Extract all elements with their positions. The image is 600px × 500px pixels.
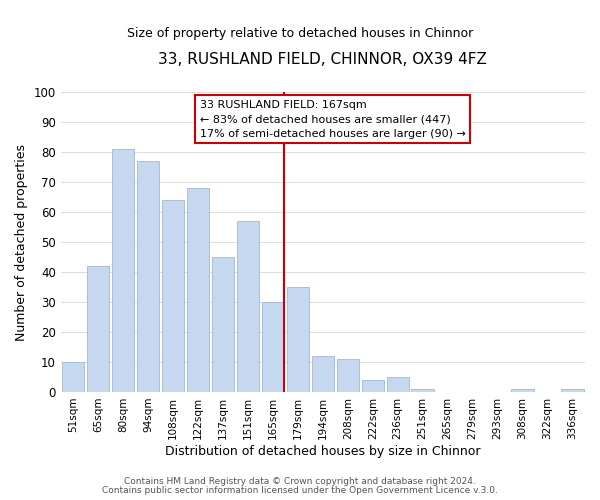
Text: Contains HM Land Registry data © Crown copyright and database right 2024.: Contains HM Land Registry data © Crown c… — [124, 477, 476, 486]
Bar — [112, 149, 134, 392]
Bar — [311, 356, 334, 392]
Bar — [337, 359, 359, 392]
Bar — [412, 389, 434, 392]
Text: 33 RUSHLAND FIELD: 167sqm
← 83% of detached houses are smaller (447)
17% of semi: 33 RUSHLAND FIELD: 167sqm ← 83% of detac… — [200, 100, 466, 138]
Bar — [287, 287, 309, 392]
Bar — [162, 200, 184, 392]
X-axis label: Distribution of detached houses by size in Chinnor: Distribution of detached houses by size … — [165, 444, 481, 458]
Y-axis label: Number of detached properties: Number of detached properties — [15, 144, 28, 340]
Bar — [87, 266, 109, 392]
Bar — [386, 377, 409, 392]
Title: 33, RUSHLAND FIELD, CHINNOR, OX39 4FZ: 33, RUSHLAND FIELD, CHINNOR, OX39 4FZ — [158, 52, 487, 68]
Bar — [561, 389, 584, 392]
Text: Contains public sector information licensed under the Open Government Licence v.: Contains public sector information licen… — [102, 486, 498, 495]
Bar — [236, 221, 259, 392]
Bar — [62, 362, 85, 392]
Bar — [362, 380, 384, 392]
Bar — [511, 389, 534, 392]
Bar — [137, 161, 159, 392]
Bar — [212, 257, 234, 392]
Bar — [262, 302, 284, 392]
Text: Size of property relative to detached houses in Chinnor: Size of property relative to detached ho… — [127, 28, 473, 40]
Bar — [187, 188, 209, 392]
